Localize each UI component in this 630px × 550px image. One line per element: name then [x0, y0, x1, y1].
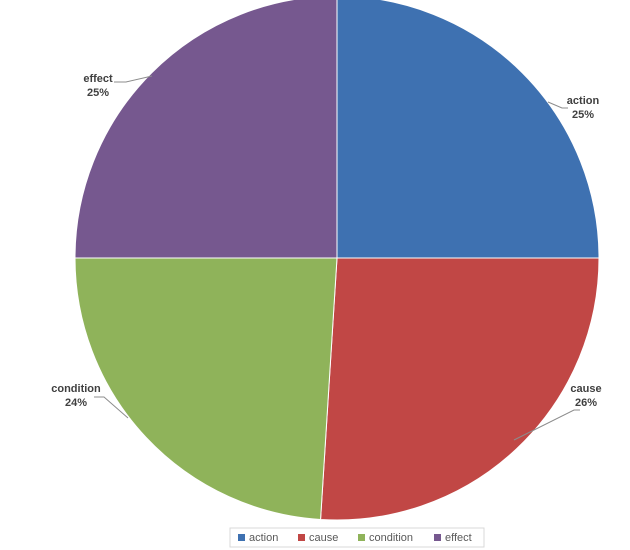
leader-lines — [94, 75, 580, 441]
data-label-name-cause: cause — [570, 383, 601, 395]
legend-items: action cause condition effect — [238, 532, 472, 544]
legend: action cause condition effect — [229, 527, 485, 548]
pie-slice-cause — [320, 257, 600, 521]
legend-label-condition: condition — [369, 532, 413, 544]
data-label-name-effect: effect — [83, 73, 113, 85]
leader-line-condition — [94, 396, 129, 419]
data-label-name-condition: condition — [51, 383, 101, 395]
legend-frame — [229, 527, 485, 548]
legend-label-cause: cause — [309, 532, 338, 544]
legend-label-effect: effect — [445, 532, 472, 544]
pie-slice-effect — [74, 0, 338, 259]
leader-line-cause — [513, 409, 580, 441]
data-labels: action 25% cause 26% condition 24% effect 25% — [51, 73, 601, 409]
legend-swatch-condition — [358, 534, 365, 541]
data-label-value-action: 25% — [572, 109, 594, 121]
pie-slice-condition — [74, 257, 338, 521]
data-label-value-cause: 26% — [575, 397, 597, 409]
pie-slice-action — [336, 0, 600, 259]
data-label-value-condition: 24% — [65, 397, 87, 409]
legend-swatch-cause — [298, 534, 305, 541]
legend-swatch-effect — [434, 534, 441, 541]
leader-line-action — [547, 101, 568, 109]
legend-swatch-action — [238, 534, 245, 541]
leader-line-effect — [114, 75, 153, 83]
pie-slices — [74, 0, 600, 521]
data-label-name-action: action — [567, 95, 600, 107]
legend-label-action: action — [249, 532, 278, 544]
data-label-value-effect: 25% — [87, 87, 109, 99]
